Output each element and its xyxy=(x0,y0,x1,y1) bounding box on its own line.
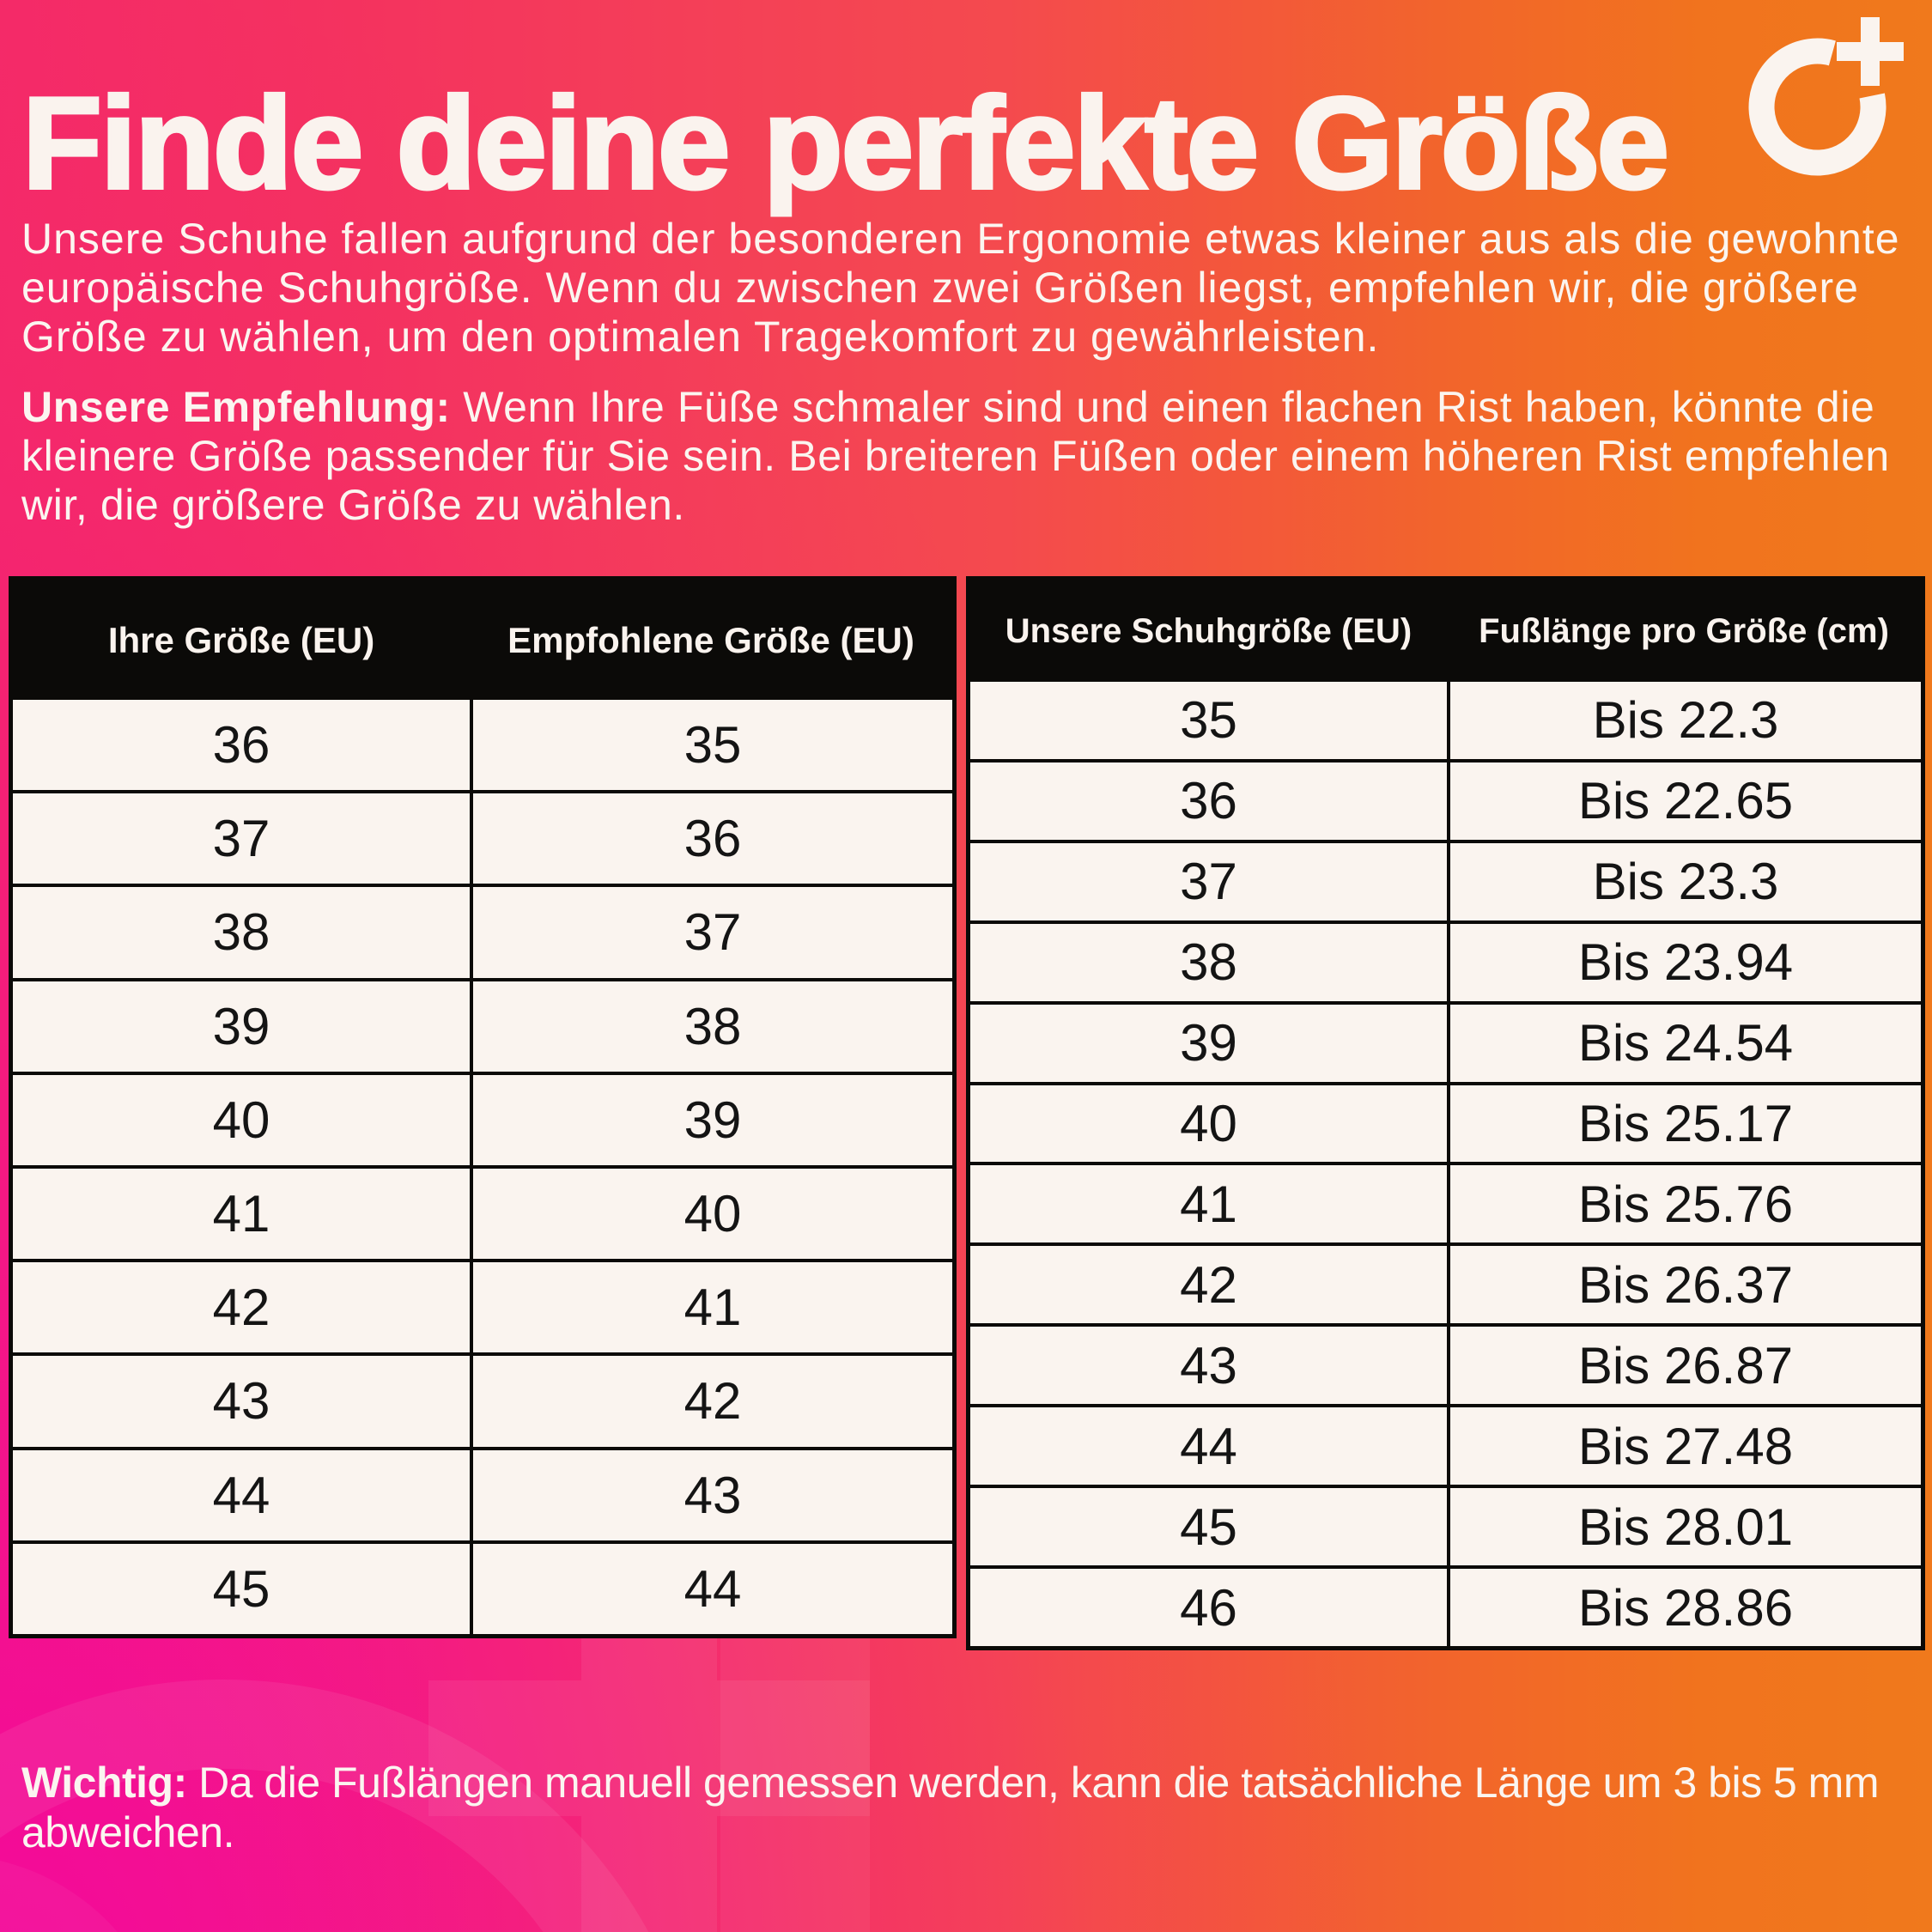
table-cell: 37 xyxy=(13,793,470,884)
table-cell: 46 xyxy=(970,1569,1447,1646)
table-cell: 43 xyxy=(970,1327,1447,1405)
table-cell: 36 xyxy=(13,700,470,791)
table-cell: Bis 28.86 xyxy=(1450,1569,1921,1646)
table-cell: 42 xyxy=(970,1246,1447,1324)
note-text: Da die Fußlängen manuell gemessen werden… xyxy=(186,1759,1879,1807)
size-conversion-table-header: Ihre Größe (EU) Empfohlene Größe (EU) xyxy=(13,580,952,700)
table-cell: 36 xyxy=(970,762,1447,840)
table-cell: Bis 22.3 xyxy=(1450,682,1921,759)
brand-logo-circle-plus-icon xyxy=(1748,17,1904,176)
page-title: Finde deine perfekte Größe xyxy=(21,69,1671,218)
table-cell: 39 xyxy=(13,981,470,1072)
column-header: Fußlänge pro Größe (cm) xyxy=(1479,611,1889,650)
table-cell: Bis 25.17 xyxy=(1450,1084,1921,1163)
note-paragraph: Wichtig: Da die Fußlängen manuell gemess… xyxy=(21,1758,1932,1857)
column-header: Ihre Größe (EU) xyxy=(107,619,375,660)
table-cell: Bis 26.87 xyxy=(1450,1327,1921,1405)
recommendation-text: Wenn Ihre Füße schmaler sind und einen f… xyxy=(450,383,1875,431)
recommendation-line: wir, die größere Größe zu wählen. xyxy=(21,481,685,529)
watermark-plus-icon xyxy=(428,1528,870,1932)
recommendation-paragraph: Unsere Empfehlung: Wenn Ihre Füße schmal… xyxy=(21,383,1932,530)
table-cell: 38 xyxy=(473,981,952,1072)
table-cell: 35 xyxy=(473,700,952,791)
size-conversion-table: Ihre Größe (EU) Empfohlene Größe (EU) 36… xyxy=(9,576,957,1638)
intro-line: Größe zu wählen, um den optimalen Tragek… xyxy=(21,313,1380,361)
table-cell: 43 xyxy=(473,1449,952,1540)
table-cell: 39 xyxy=(473,1074,952,1165)
column-header: Empfohlene Größe (EU) xyxy=(507,619,914,660)
note-line: abweichen. xyxy=(21,1808,234,1856)
table-cell: Bis 27.48 xyxy=(1450,1407,1921,1485)
table-cell: Bis 23.94 xyxy=(1450,923,1921,1001)
table-cell: 35 xyxy=(970,682,1447,759)
table-cell: Bis 28.01 xyxy=(1450,1488,1921,1566)
table-cell: 42 xyxy=(473,1356,952,1447)
table-cell: Bis 22.65 xyxy=(1450,762,1921,840)
note-label: Wichtig: xyxy=(21,1759,187,1807)
logo-plus-icon xyxy=(1837,17,1904,86)
table-cell: 40 xyxy=(13,1074,470,1165)
foot-length-table-header: Unsere Schuhgröße (EU) Fußlänge pro Größ… xyxy=(970,580,1921,682)
intro-line: Unsere Schuhe fallen aufgrund der besond… xyxy=(21,215,1900,263)
table-cell: 40 xyxy=(970,1084,1447,1163)
foot-length-table-body: 35 Bis 22.3 36 Bis 22.65 37 Bis 23.3 38 Bis 23.… xyxy=(970,682,1921,1646)
table-cell: 44 xyxy=(970,1407,1447,1485)
table-cell: 37 xyxy=(473,887,952,978)
table-cell: Bis 23.3 xyxy=(1450,842,1921,920)
table-cell: 45 xyxy=(970,1488,1447,1566)
table-cell: 45 xyxy=(13,1543,470,1634)
table-cell: 36 xyxy=(473,793,952,884)
table-cell: 41 xyxy=(13,1168,470,1260)
logo-ring xyxy=(1748,38,1886,176)
intro-line: europäische Schuhgröße. Wenn du zwischen… xyxy=(21,264,1859,312)
recommendation-line: kleinere Größe passender für Sie sein. B… xyxy=(21,432,1890,480)
table-cell: 41 xyxy=(970,1165,1447,1243)
table-cell: 44 xyxy=(13,1449,470,1540)
size-conversion-table-body: 36 35 37 36 38 37 39 38 40 39 41 40 42 41 43 42 44 43 45 44 xyxy=(13,700,952,1634)
table-cell: 37 xyxy=(970,842,1447,920)
recommendation-label: Unsere Empfehlung: xyxy=(21,383,451,431)
intro-paragraph: Unsere Schuhe fallen aufgrund der besond… xyxy=(21,215,1932,361)
table-cell: 41 xyxy=(473,1262,952,1353)
recommendation-line: Unsere Empfehlung: Wenn Ihre Füße schmal… xyxy=(21,383,1932,432)
column-header: Unsere Schuhgröße (EU) xyxy=(1005,611,1413,650)
watermark-corner-ring xyxy=(0,1861,118,1932)
table-cell: Bis 25.76 xyxy=(1450,1165,1921,1243)
table-cell: Bis 26.37 xyxy=(1450,1246,1921,1324)
table-cell: 38 xyxy=(970,923,1447,1001)
watermark-ring xyxy=(0,1680,649,1932)
foot-length-table: Unsere Schuhgröße (EU) Fußlänge pro Größ… xyxy=(966,576,1925,1650)
table-cell: 44 xyxy=(473,1543,952,1634)
table-cell: 42 xyxy=(13,1262,470,1353)
table-cell: 43 xyxy=(13,1356,470,1447)
table-cell: Bis 24.54 xyxy=(1450,1004,1921,1082)
table-cell: 38 xyxy=(13,887,470,978)
note-line: Wichtig: Da die Fußlängen manuell gemess… xyxy=(21,1758,1932,1807)
table-cell: 40 xyxy=(473,1168,952,1260)
table-cell: 39 xyxy=(970,1004,1447,1082)
